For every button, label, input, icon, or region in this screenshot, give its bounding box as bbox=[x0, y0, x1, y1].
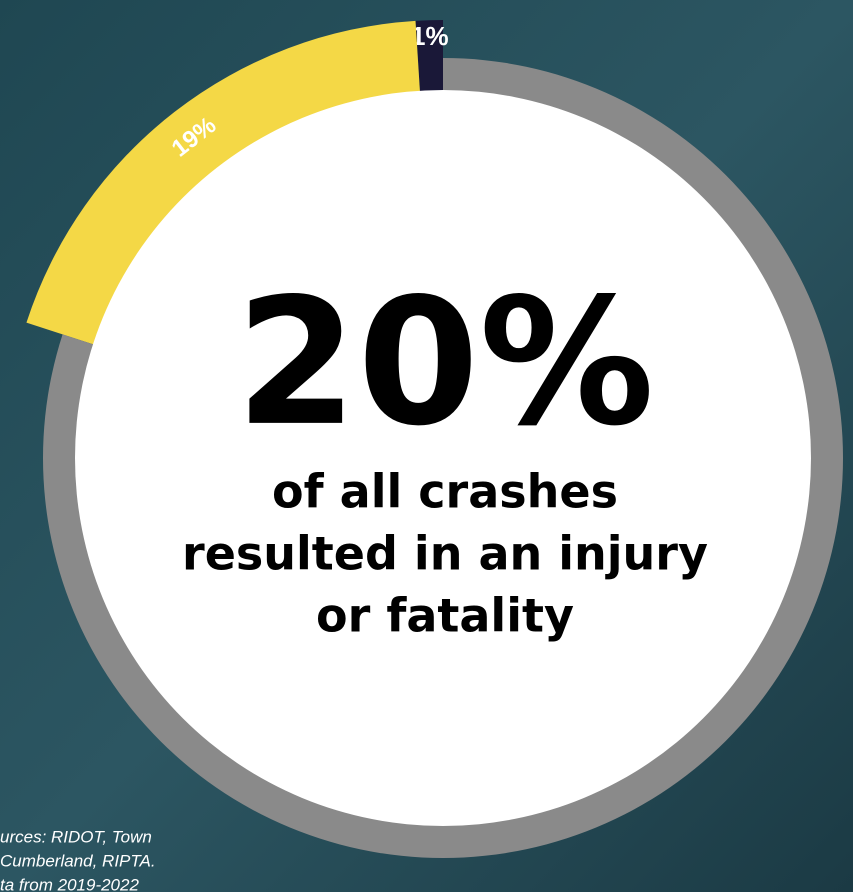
donut-slice bbox=[26, 20, 421, 347]
donut-slice bbox=[415, 20, 443, 99]
subtitle: or fatality bbox=[316, 589, 574, 643]
slice-label: 1% bbox=[411, 21, 449, 51]
subtitle: resulted in an injury bbox=[182, 527, 708, 581]
source-note: urces: RIDOT, Town bbox=[0, 827, 152, 846]
subtitle: of all crashes bbox=[272, 465, 618, 519]
source-note: ta from 2019-2022 bbox=[0, 875, 139, 892]
donut-hole bbox=[75, 90, 811, 826]
donut: 1%19% bbox=[26, 20, 844, 858]
source-note: Cumberland, RIPTA. bbox=[0, 851, 156, 870]
headline: 20% bbox=[236, 262, 655, 465]
